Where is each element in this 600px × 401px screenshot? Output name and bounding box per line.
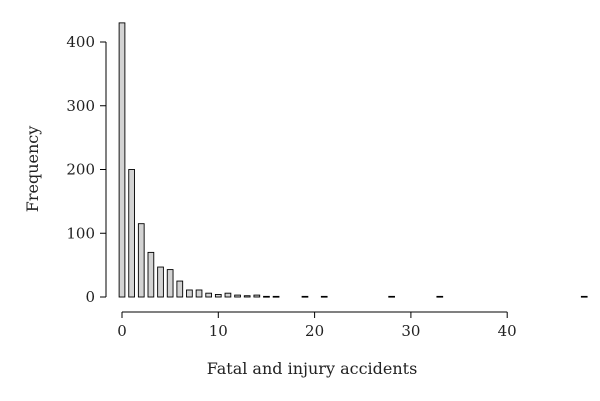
x-axis-title: Fatal and injury accidents <box>207 359 418 378</box>
bar-13 <box>243 295 251 298</box>
bar-2 <box>137 223 145 298</box>
bar-21 <box>320 295 328 298</box>
x-tick-label-40: 40 <box>498 322 517 340</box>
bar-15 <box>263 295 270 298</box>
bar-1 <box>128 169 135 298</box>
bar-33 <box>436 295 444 298</box>
bar-0 <box>118 22 126 298</box>
bar-4 <box>157 266 164 298</box>
y-axis: 0 100 200 300 400 <box>66 33 107 306</box>
bar-8 <box>195 289 203 298</box>
bar-7 <box>186 289 193 298</box>
y-axis-title: Frequency <box>23 126 42 213</box>
bar-14 <box>253 294 261 298</box>
x-tick-label-0: 0 <box>117 322 127 340</box>
y-tick-label-0: 0 <box>85 288 95 306</box>
x-tick-label-30: 30 <box>401 322 420 340</box>
x-tick-label-20: 20 <box>305 322 324 340</box>
bar-6 <box>176 280 184 298</box>
bar-10 <box>214 294 222 298</box>
bar-11 <box>224 292 232 298</box>
x-tick-label-10: 10 <box>209 322 228 340</box>
x-axis: 0 10 20 30 40 <box>117 311 517 340</box>
bar-19 <box>301 295 309 298</box>
bar-5 <box>166 269 174 298</box>
bar-28 <box>388 295 395 298</box>
y-tick-label-400: 400 <box>66 33 95 51</box>
bar-9 <box>205 292 213 298</box>
bars-group <box>118 22 588 298</box>
y-tick-label-200: 200 <box>66 161 95 179</box>
y-tick-label-300: 300 <box>66 97 95 115</box>
bar-48 <box>580 295 588 298</box>
bar-12 <box>234 294 241 298</box>
bar-3 <box>147 251 155 298</box>
bar-16 <box>272 295 280 298</box>
y-tick-label-100: 100 <box>66 224 95 242</box>
